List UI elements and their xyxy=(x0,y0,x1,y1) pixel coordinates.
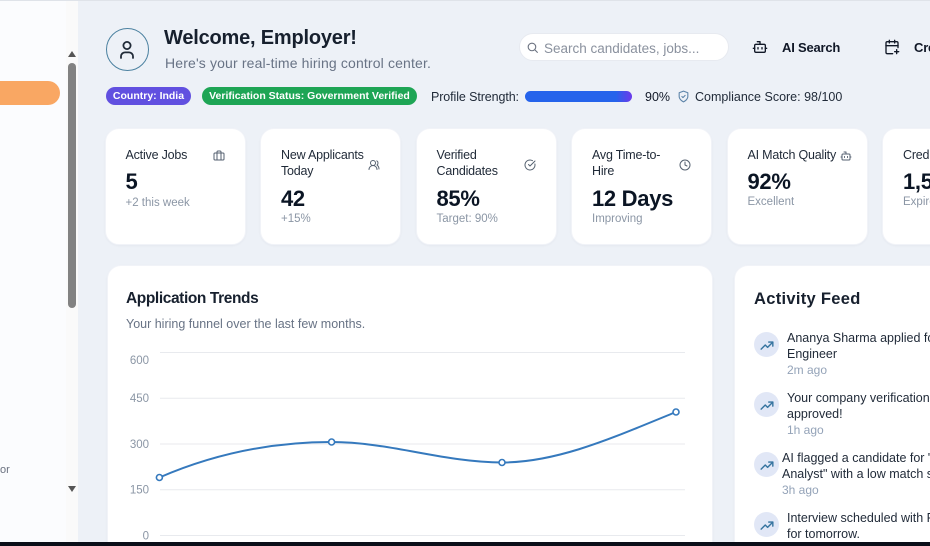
svg-text:0: 0 xyxy=(143,531,149,543)
svg-text:150: 150 xyxy=(130,485,149,497)
svg-text:600: 600 xyxy=(130,355,149,367)
svg-text:300: 300 xyxy=(130,439,149,451)
svg-text:450: 450 xyxy=(130,393,149,405)
